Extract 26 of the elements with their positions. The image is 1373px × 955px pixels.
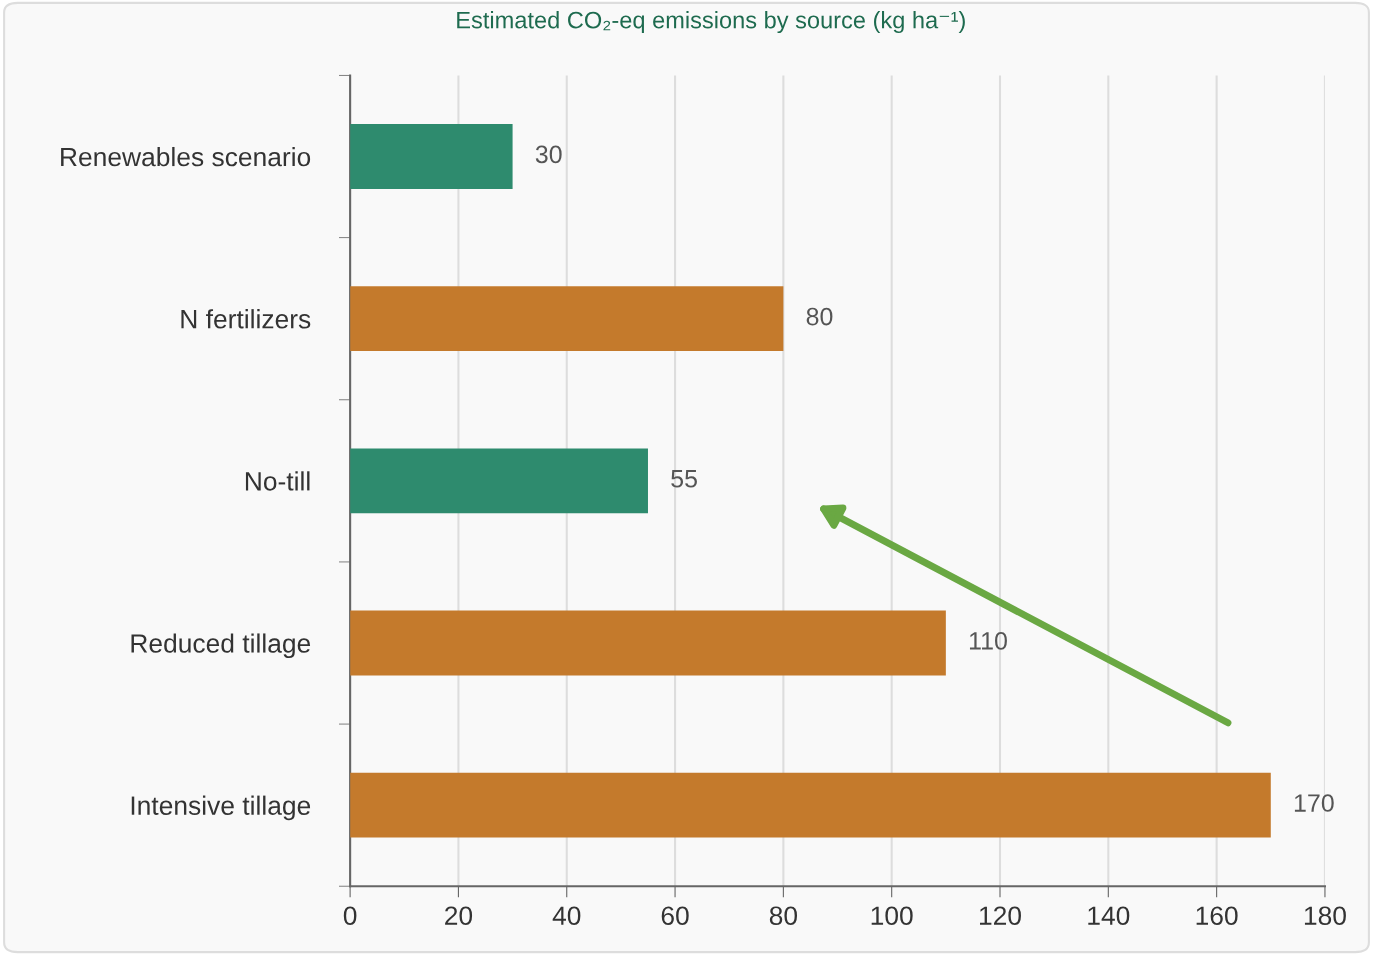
bar bbox=[350, 610, 946, 676]
x-tick-label: 60 bbox=[661, 906, 689, 926]
x-tick-label: 180 bbox=[1304, 906, 1346, 926]
y-tick-label: Renewables scenario bbox=[61, 146, 311, 167]
bar bbox=[350, 286, 784, 352]
y-tick-label: Reduced tillage bbox=[131, 633, 311, 659]
bar bbox=[350, 448, 648, 514]
x-tick-label: 40 bbox=[552, 906, 581, 926]
x-tick-label: 80 bbox=[769, 906, 798, 926]
chart-title: Estimated CO₂-eq emissions by source (kg ha⁻¹) bbox=[457, 11, 965, 34]
data-label: 80 bbox=[806, 307, 833, 326]
y-tick-label: N fertilizers bbox=[181, 309, 311, 329]
x-tick-label: 20 bbox=[445, 906, 473, 926]
x-tick-label: 0 bbox=[343, 906, 357, 926]
x-tick-label: 160 bbox=[1196, 906, 1238, 926]
x-tick-label: 120 bbox=[980, 906, 1021, 926]
y-tick-label: No-till bbox=[245, 471, 310, 491]
data-label: 30 bbox=[535, 145, 562, 164]
x-tick-label: 140 bbox=[1088, 906, 1130, 926]
bar bbox=[350, 124, 513, 189]
data-label: 110 bbox=[969, 632, 1007, 650]
y-tick-label: Intensive tillage bbox=[131, 795, 311, 821]
data-label: 55 bbox=[671, 470, 697, 488]
x-tick-label: 100 bbox=[871, 906, 913, 926]
bar bbox=[350, 772, 1271, 838]
data-label: 170 bbox=[1294, 794, 1334, 812]
